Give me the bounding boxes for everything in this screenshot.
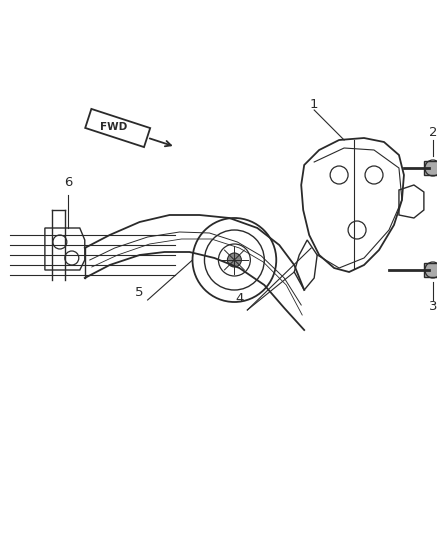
Text: 2: 2 [429,126,437,140]
Circle shape [227,253,241,267]
Text: 3: 3 [429,301,437,313]
Text: FWD: FWD [100,122,127,132]
Text: 1: 1 [310,99,318,111]
FancyBboxPatch shape [85,109,150,147]
FancyBboxPatch shape [424,263,438,277]
Text: 6: 6 [64,176,72,190]
Text: 4: 4 [235,292,244,304]
Text: 5: 5 [135,286,144,298]
FancyBboxPatch shape [424,161,438,175]
